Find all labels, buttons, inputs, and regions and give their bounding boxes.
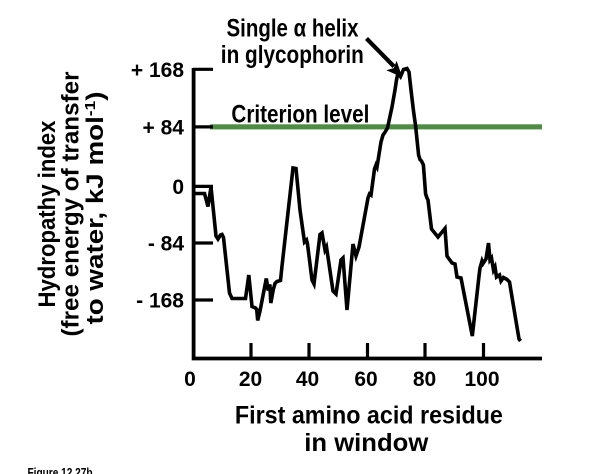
svg-text:Figure 12.27b: Figure 12.27b [28,466,93,474]
svg-text:80: 80 [413,368,436,391]
svg-text:in glycophorin: in glycophorin [221,41,364,69]
svg-text:60: 60 [354,368,377,391]
svg-text:100: 100 [464,368,499,391]
svg-text:- 168: - 168 [136,290,184,313]
svg-text:20: 20 [239,368,262,391]
svg-text:0: 0 [172,176,184,199]
svg-text:Single α helix: Single α helix [227,15,359,43]
svg-text:- 84: - 84 [148,233,185,256]
svg-text:First amino acid residue: First amino acid residue [235,402,503,430]
svg-text:Criterion level: Criterion level [231,101,369,129]
svg-text:to water, kJ mol-1): to water, kJ mol-1) [82,91,109,324]
svg-text:40: 40 [296,368,319,391]
svg-text:in window: in window [304,429,429,457]
svg-text:(free energy of transfer: (free energy of transfer [58,72,85,337]
svg-text:0: 0 [184,368,196,391]
svg-text:+ 168: + 168 [131,59,184,82]
svg-text:+ 84: + 84 [143,117,185,140]
svg-text:Hydropathy index: Hydropathy index [34,120,61,308]
